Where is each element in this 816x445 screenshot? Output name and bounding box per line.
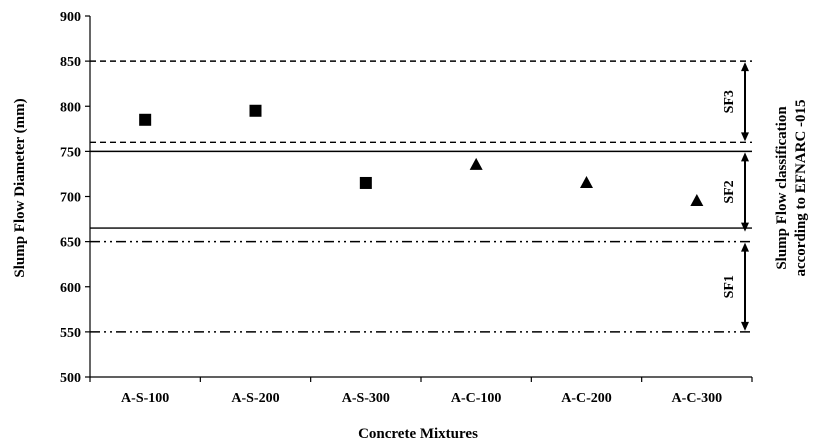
y-tick-label: 650 <box>60 236 81 251</box>
class-label: SF3 <box>722 90 737 113</box>
class-arrow-head <box>741 132 749 142</box>
data-point-square <box>249 104 262 117</box>
class-label: SF2 <box>722 180 737 203</box>
y-tick-label: 850 <box>60 55 81 70</box>
x-tick-label: A-S-200 <box>231 391 279 406</box>
right-axis-title-line2: according to EFNARC -015 <box>793 99 809 276</box>
class-arrow-head <box>741 222 749 232</box>
class-arrow-head <box>741 62 749 72</box>
class-arrow-head <box>741 152 749 162</box>
data-points <box>139 104 704 207</box>
data-point-square <box>139 113 152 126</box>
y-ticks: 500 550 600 650 700 750 800 850 900 <box>60 10 90 386</box>
x-tick-label: A-C-300 <box>672 391 723 406</box>
class-arrow-head <box>741 242 749 252</box>
x-tick-label: A-C-100 <box>451 391 502 406</box>
y-tick-label: 750 <box>60 145 81 160</box>
x-tick-label: A-S-100 <box>121 391 169 406</box>
y-tick-label: 800 <box>60 100 81 115</box>
y-tick-label: 900 <box>60 10 81 25</box>
class-label: SF1 <box>722 275 737 298</box>
data-point-square <box>359 176 372 189</box>
data-point-triangle <box>690 194 704 207</box>
y-tick-label: 700 <box>60 191 81 206</box>
y-tick-label: 500 <box>60 371 81 386</box>
reference-lines <box>90 60 752 333</box>
data-point-triangle <box>469 157 483 170</box>
right-axis-title-line1: Slump Flow classification <box>774 106 790 270</box>
y-tick-label: 550 <box>60 326 81 341</box>
y-axis-title: Slump Flow Diameter (mm) <box>12 98 28 277</box>
class-arrow-head <box>741 321 749 331</box>
x-axis-title: Concrete Mixtures <box>358 426 478 442</box>
x-ticks: A-S-100 A-S-200 A-S-300 A-C-100 A-C-200 A-C-3… <box>89 377 753 406</box>
y-tick-label: 600 <box>60 281 81 296</box>
x-tick-label: A-C-200 <box>561 391 612 406</box>
data-point-triangle <box>580 175 593 188</box>
x-tick-label: A-S-300 <box>342 391 390 406</box>
class-arrows: SF3 SF2 SF1 <box>722 62 749 331</box>
axes <box>89 16 752 378</box>
